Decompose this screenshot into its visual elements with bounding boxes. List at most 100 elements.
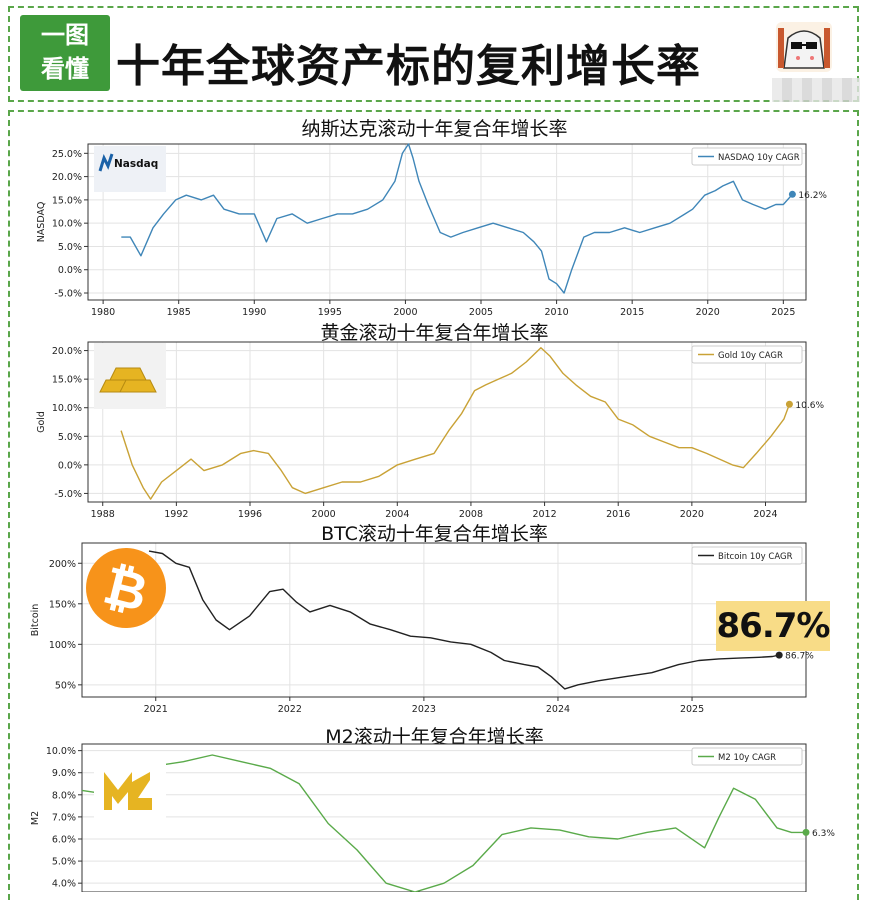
y-tick-label: 200% <box>49 559 76 570</box>
x-tick-label: 2020 <box>680 509 704 518</box>
y-tick-label: 10.0% <box>52 219 82 230</box>
legend-box <box>691 747 803 766</box>
x-tick-label: 2008 <box>459 509 483 518</box>
y-tick-label: 20.0% <box>52 172 82 183</box>
nasdaq-logo-icon <box>94 146 166 192</box>
x-tick-label: 2015 <box>620 307 644 318</box>
chart-nasdaq: 25.0% 20.0% 15.0% 10.0% 5.0% 0.0% -5.0% 1980 198… <box>36 143 827 318</box>
plot-border <box>87 143 807 301</box>
y-tick-label: 50% <box>55 680 76 691</box>
series-end-point <box>788 190 796 198</box>
legend-label: Gold 10y CAGR <box>718 351 783 361</box>
legend-box <box>691 345 803 364</box>
x-tick-label: 2016 <box>606 509 630 518</box>
y-tick-label: 5.0% <box>58 432 82 443</box>
series-end-point <box>775 651 783 659</box>
x-tick-label: 2023 <box>412 704 436 715</box>
y-axis-label: NASDAQ <box>36 202 47 243</box>
mascot-icon <box>776 22 832 72</box>
y-tick-label: 10.0% <box>46 746 76 757</box>
header-frame <box>8 6 859 102</box>
series-line <box>148 550 780 690</box>
x-tick-label: 2025 <box>771 307 795 318</box>
x-tick-label: 2021 <box>144 704 168 715</box>
y-tick-label: 7.0% <box>52 812 76 823</box>
legend-label: Bitcoin 10y CAGR <box>718 552 793 562</box>
y-tick-label: 15.0% <box>52 195 82 206</box>
plot-area <box>81 743 807 892</box>
x-tick-label: 2024 <box>546 704 570 715</box>
y-tick-label: 9.0% <box>52 768 76 779</box>
y-tick-label: -5.0% <box>54 289 82 300</box>
series-end-label: 10.6% <box>795 401 824 411</box>
y-tick-label: 8.0% <box>52 790 76 801</box>
series-end-label: 86.7% <box>785 652 814 662</box>
x-tick-label: 2020 <box>696 307 720 318</box>
chart-title-m2: M2滚动十年复合年增长率 <box>325 726 544 748</box>
legend-box <box>691 147 803 166</box>
y-tick-label: 6.0% <box>52 834 76 845</box>
page-title: 十年全球资产标的复利增长率 <box>116 41 701 92</box>
x-tick-label: 2024 <box>753 509 777 518</box>
y-tick-label: 5.0% <box>52 857 76 868</box>
y-tick-label: 100% <box>49 640 76 651</box>
m2-logo-icon <box>94 760 166 820</box>
header-badge: 一图 看懂 <box>20 15 110 91</box>
blurred-watermark <box>772 78 860 102</box>
chart-btc: 200% 150% 100% 50% 2021 2022 2023 2024 2025 Bitco… <box>30 542 814 715</box>
bitcoin-logo-icon: ₿ <box>86 548 166 628</box>
y-tick-label: 25.0% <box>52 149 82 160</box>
x-tick-label: 2022 <box>278 704 302 715</box>
series-end-label: 6.3% <box>812 829 835 839</box>
chart-title-gold: 黄金滚动十年复合年增长率 <box>320 322 549 344</box>
btc-value-callout: 86.7% <box>716 601 830 651</box>
nasdaq-logo-text: Nasdaq <box>114 158 158 170</box>
chart-gold: 20.0% 15.0% 10.0% 5.0% 0.0% -5.0% 1988 1992 1996… <box>36 341 824 518</box>
x-tick-label: 1996 <box>238 509 262 518</box>
series-end-point <box>802 828 810 836</box>
y-tick-label: 5.0% <box>58 242 82 253</box>
y-tick-label: 20.0% <box>52 346 82 357</box>
series-end-point <box>785 400 793 408</box>
x-tick-label: 1995 <box>318 307 342 318</box>
badge-line2: 看懂 <box>41 55 89 83</box>
y-tick-label: 15.0% <box>52 375 82 386</box>
legend-label: M2 10y CAGR <box>718 753 776 763</box>
y-tick-label: 4.0% <box>52 879 76 890</box>
content-frame <box>8 110 859 900</box>
x-tick-label: 1988 <box>91 509 115 518</box>
chart-m2: 10.0% 9.0% 8.0% 7.0% 6.0% 5.0% 4.0% M2 6.3% M2 10… <box>30 743 835 892</box>
y-tick-label: 0.0% <box>58 265 82 276</box>
y-tick-label: 150% <box>49 599 76 610</box>
chart-title-nasdaq: 纳斯达克滚动十年复合年增长率 <box>301 118 568 140</box>
series-line <box>120 346 791 500</box>
x-tick-label: 1990 <box>242 307 266 318</box>
x-tick-label: 1980 <box>91 307 115 318</box>
y-tick-label: 10.0% <box>52 403 82 414</box>
x-tick-label: 2010 <box>544 307 568 318</box>
plot-border <box>87 341 807 503</box>
x-tick-label: 2025 <box>680 704 704 715</box>
plot-border <box>81 743 807 892</box>
series-line <box>81 754 806 892</box>
plot-area <box>81 542 807 698</box>
x-tick-label: 2012 <box>532 509 556 518</box>
plot-area <box>87 143 807 301</box>
legend-label: NASDAQ 10y CAGR <box>718 153 800 163</box>
y-tick-label: -5.0% <box>54 489 82 500</box>
series-end-label: 16.2% <box>798 191 827 201</box>
y-axis-label: Bitcoin <box>30 604 41 637</box>
series-line <box>121 143 793 294</box>
badge-line1: 一图 <box>41 21 89 49</box>
y-axis-label: M2 <box>30 811 41 825</box>
x-tick-label: 2000 <box>393 307 417 318</box>
x-tick-label: 1985 <box>167 307 191 318</box>
plot-area <box>87 341 807 503</box>
chart-title-btc: BTC滚动十年复合年增长率 <box>321 523 548 545</box>
y-tick-label: 0.0% <box>58 460 82 471</box>
x-tick-label: 2000 <box>312 509 336 518</box>
x-tick-label: 2005 <box>469 307 493 318</box>
x-tick-label: 2004 <box>385 509 409 518</box>
gold-bars-icon <box>94 343 166 409</box>
x-tick-label: 1992 <box>164 509 188 518</box>
